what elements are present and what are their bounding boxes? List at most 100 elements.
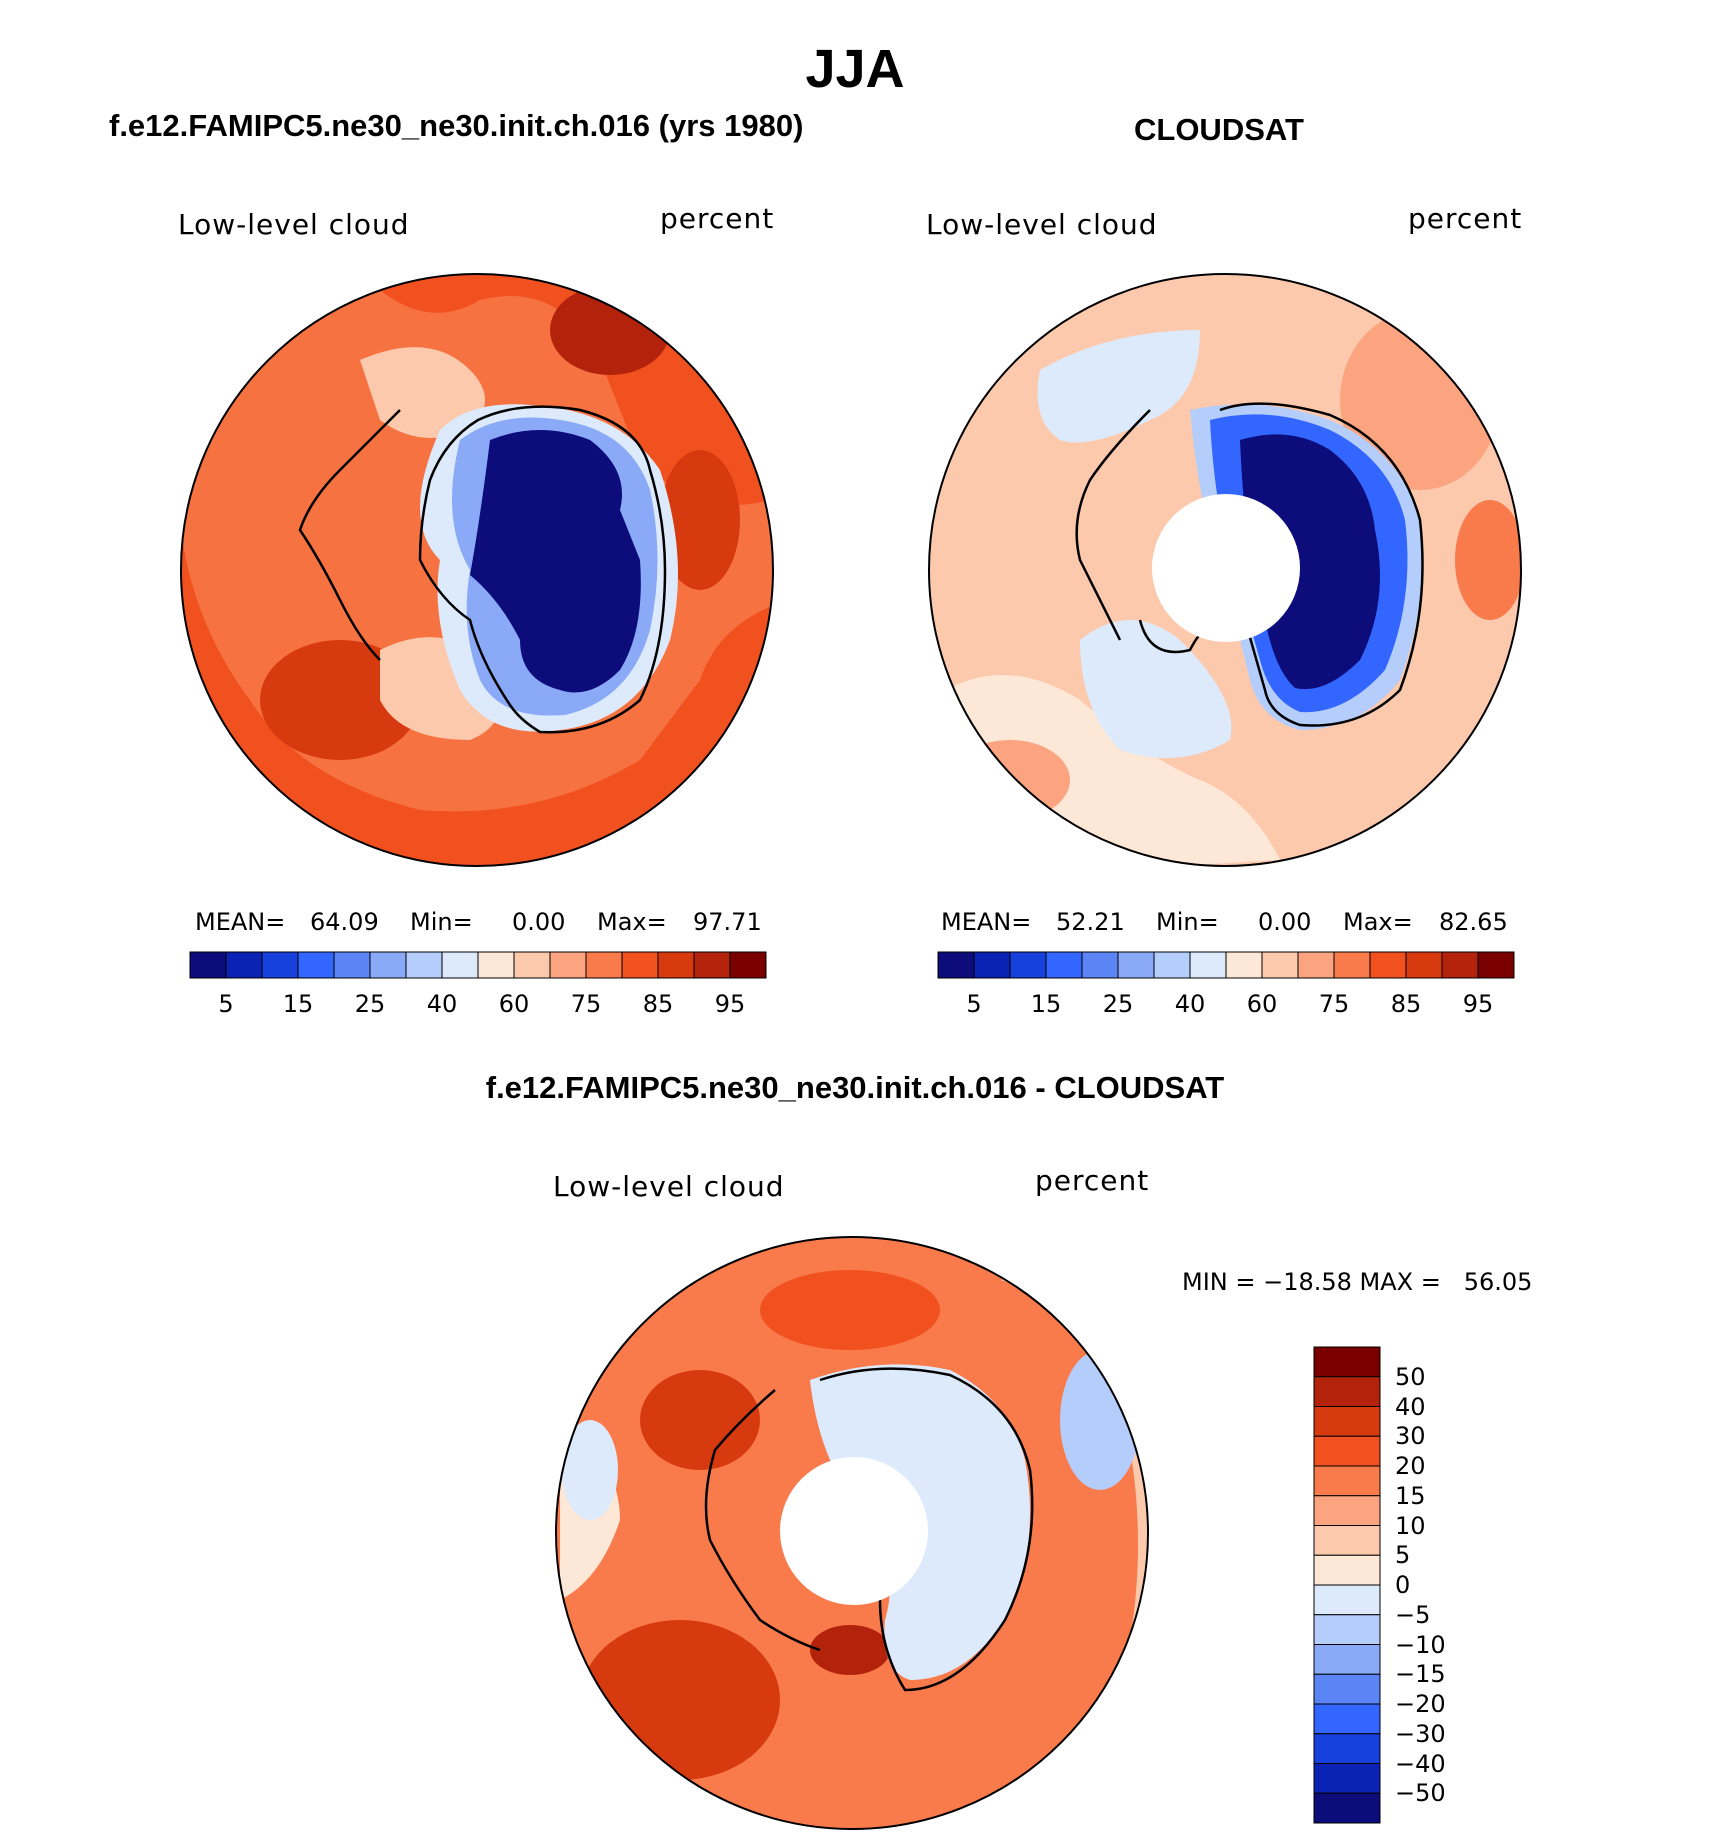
- diff-variable-label: Low-level cloud: [553, 1170, 785, 1203]
- obs-field-e: [1455, 500, 1521, 620]
- diff-colorbar-tick: 10: [1395, 1511, 1426, 1540]
- model-peninsula-coast: [298, 409, 401, 661]
- obs-peninsula-coast: [1075, 409, 1151, 641]
- diff-colorbar-swatch: [1313, 1435, 1381, 1467]
- diff-colorbar-tick: 0: [1395, 1571, 1411, 1599]
- model-colorbar-swatch: [549, 951, 587, 979]
- diff-colorbar-swatch: [1313, 1346, 1381, 1378]
- model-max-value: 97.71: [693, 908, 762, 936]
- obs-colorbar-swatch: [937, 951, 975, 979]
- diff-colorbar-tick: 20: [1395, 1452, 1426, 1480]
- model-min-value: 0.00: [512, 908, 566, 936]
- diff-field-pos-s: [810, 1625, 890, 1675]
- diff-colorbar-tick: −10: [1395, 1630, 1446, 1659]
- diff-colorbar-swatch: [1313, 1554, 1381, 1586]
- obs-variable-label: Low-level cloud: [926, 208, 1158, 241]
- diff-colorbar-tick: 40: [1395, 1392, 1426, 1421]
- model-colorbar-swatch: [513, 951, 551, 979]
- obs-colorbar-swatch: [1189, 951, 1227, 979]
- diff-colorbar-swatch: [1313, 1525, 1381, 1556]
- model-colorbar-tick: 85: [642, 990, 674, 1018]
- model-max-label: Max=: [597, 908, 667, 936]
- model-variable-label: Low-level cloud: [178, 208, 410, 241]
- obs-max-value: 82.65: [1439, 908, 1508, 936]
- obs-colorbar-swatch: [1045, 951, 1083, 979]
- diff-colorbar-swatch: [1313, 1644, 1381, 1675]
- obs-min-value: 0.00: [1258, 908, 1312, 936]
- diff-colorbar-tick: −40: [1395, 1749, 1446, 1778]
- diff-polar-gap: [780, 1457, 928, 1605]
- model-colorbar-swatch: [585, 951, 623, 979]
- diff-colorbar-tick: 5: [1395, 1541, 1411, 1570]
- obs-antarctica-core: [1240, 434, 1380, 690]
- diff-peninsula-coast: [704, 1389, 821, 1652]
- figure-title: JJA: [805, 39, 905, 99]
- obs-min-label: Min=: [1156, 908, 1219, 936]
- model-colorbar-swatch: [693, 951, 731, 979]
- model-colorbar-swatch: [729, 951, 767, 979]
- model-field-high-e: [660, 450, 740, 590]
- model-colorbar-tick: 15: [282, 990, 314, 1018]
- diff-colorbar-tick: 15: [1395, 1481, 1426, 1510]
- obs-panel-title: CLOUDSAT: [1134, 112, 1304, 147]
- obs-colorbar-swatch: [1369, 951, 1407, 979]
- obs-colorbar-tick: 5: [966, 990, 982, 1018]
- diff-colorbar-swatch: [1313, 1763, 1381, 1794]
- model-colorbar-ticks: 5 15 25 40 60 75 85 95: [0, 990, 1710, 1020]
- diff-colorbar-swatch: [1313, 1703, 1381, 1735]
- obs-polar-gap: [1152, 494, 1300, 642]
- obs-mean-label: MEAN=: [941, 908, 1032, 936]
- model-colorbar-swatch: [405, 951, 443, 979]
- diff-colorbar-tick: −15: [1395, 1660, 1446, 1689]
- diff-colorbar-swatch: [1313, 1406, 1381, 1437]
- diff-colorbar-swatch: [1313, 1376, 1381, 1407]
- obs-max-label: Max=: [1343, 908, 1413, 936]
- model-colorbar-tick: 60: [498, 990, 530, 1018]
- obs-colorbar-swatch: [1441, 951, 1479, 979]
- diff-coastline: [819, 1367, 1034, 1692]
- diff-colorbar-tick: 50: [1395, 1362, 1426, 1391]
- model-colorbar-tick: 75: [570, 990, 602, 1018]
- obs-colorbar-swatch: [1081, 951, 1119, 979]
- diff-map-border: [555, 1236, 1149, 1830]
- model-colorbar-tick: 95: [714, 990, 746, 1018]
- diff-colorbar-swatch: [1313, 1733, 1381, 1764]
- obs-colorbar-swatch: [1225, 951, 1263, 979]
- diff-colorbar-swatch: [1313, 1465, 1381, 1497]
- diff-field-pos-sw: [580, 1620, 780, 1780]
- diff-units-label: percent: [1035, 1164, 1150, 1197]
- diff-colorbar-ticks: 50 40 30 20 15 10 5 0 −5 −10 −15 −20 −30 −40 −50: [1395, 0, 1515, 1839]
- obs-colorbar-swatch: [1153, 951, 1191, 979]
- obs-units-label: percent: [1408, 202, 1523, 235]
- obs-colorbar-swatch: [1333, 951, 1371, 979]
- model-min-label: Min=: [410, 908, 473, 936]
- obs-colorbar-ticks: 5 15 25 40 60 75 85 95: [0, 990, 1710, 1020]
- diff-colorbar-swatch: [1313, 1792, 1381, 1824]
- model-colorbar-swatch: [333, 951, 371, 979]
- obs-colorbar-swatch: [1261, 951, 1299, 979]
- diff-panel-title: f.e12.FAMIPC5.ne30_ne30.init.ch.016 - CL…: [485, 1070, 1225, 1105]
- obs-colorbar-tick: 40: [1174, 990, 1206, 1018]
- model-mean-value: 64.09: [310, 908, 379, 936]
- model-colorbar-swatch: [225, 951, 263, 979]
- obs-colorbar-swatch: [973, 951, 1011, 979]
- model-map-border: [180, 273, 774, 867]
- diff-colorbar: [1313, 1346, 1381, 1824]
- diff-field-neg-w: [562, 1420, 618, 1520]
- diff-field-pos-nw: [640, 1370, 760, 1470]
- diff-colorbar-swatch: [1313, 1673, 1381, 1705]
- model-colorbar-tick: 5: [218, 990, 234, 1018]
- obs-field-low-n: [1037, 330, 1200, 443]
- model-colorbar-tick: 25: [354, 990, 386, 1018]
- diff-colorbar-tick: −20: [1395, 1690, 1446, 1718]
- model-antarctica-core: [470, 430, 641, 693]
- obs-colorbar-tick: 75: [1318, 990, 1350, 1018]
- model-colorbar: [189, 951, 767, 979]
- obs-colorbar-swatch: [1405, 951, 1443, 979]
- obs-mean-value: 52.21: [1056, 908, 1125, 936]
- obs-colorbar-tick: 60: [1246, 990, 1278, 1018]
- diff-field-pos-n: [760, 1270, 940, 1350]
- model-colorbar-swatch: [297, 951, 335, 979]
